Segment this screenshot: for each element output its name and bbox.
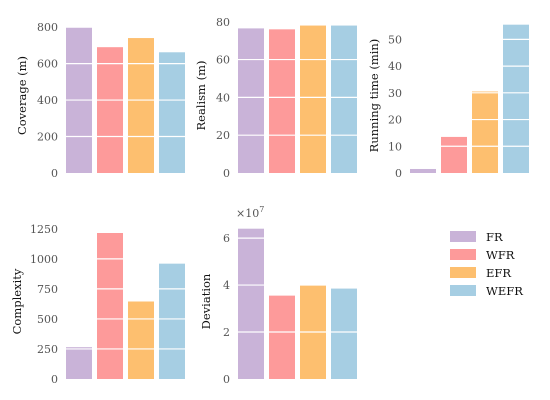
legend-swatch bbox=[450, 249, 476, 260]
y-tick-label: 40 bbox=[216, 91, 230, 104]
legend-label: EFR bbox=[486, 266, 511, 280]
y-axis-label: Running time (min) bbox=[367, 39, 381, 153]
bar-efr bbox=[128, 301, 154, 379]
legend-item-efr: EFR bbox=[450, 266, 511, 280]
y-axis-label: Coverage (m) bbox=[15, 56, 29, 135]
y-tick-label: 4 bbox=[223, 279, 230, 292]
y-axis-label: Realism (m) bbox=[194, 60, 208, 130]
legend-swatch bbox=[450, 267, 476, 278]
axis-multiplier: ×107 bbox=[236, 205, 264, 220]
legend-label: FR bbox=[486, 230, 503, 244]
subplot-5: 0 2 4 6 Deviation ×107 bbox=[199, 205, 359, 386]
y-tick-label: 1250 bbox=[30, 223, 58, 236]
legend-item-fr: FR bbox=[450, 230, 503, 244]
bar-wfr bbox=[269, 29, 295, 174]
bar-efr bbox=[472, 91, 498, 173]
bar-wefr bbox=[159, 52, 185, 174]
bar-wefr bbox=[159, 263, 185, 379]
bar-wfr bbox=[269, 295, 295, 379]
bar-efr bbox=[300, 25, 326, 174]
bar-wefr bbox=[503, 24, 529, 174]
y-tick-label: 60 bbox=[216, 54, 230, 67]
bar-wefr bbox=[331, 288, 357, 379]
legend-item-wfr: WFR bbox=[450, 248, 515, 262]
bar-fr bbox=[410, 168, 436, 173]
subplot-2: 0 20 40 60 80 Realism (m) bbox=[194, 16, 359, 180]
y-tick-label: 0 bbox=[51, 373, 58, 386]
y-tick-label: 500 bbox=[37, 313, 58, 326]
y-tick-label: 250 bbox=[37, 343, 58, 356]
y-tick-label: 400 bbox=[37, 94, 58, 107]
bar-fr bbox=[66, 347, 92, 379]
y-tick-label: 20 bbox=[388, 114, 402, 127]
bar-wfr bbox=[441, 136, 467, 173]
legend: FR WFR EFR WEFR bbox=[450, 230, 523, 298]
y-tick-label: 10 bbox=[388, 140, 402, 153]
legend-swatch bbox=[450, 285, 476, 296]
y-tick-label: 0 bbox=[223, 167, 230, 180]
bar-wfr bbox=[97, 47, 123, 174]
y-tick-label: 2 bbox=[223, 326, 230, 339]
legend-swatch bbox=[450, 231, 476, 242]
bar-wfr bbox=[97, 233, 123, 379]
y-tick-label: 600 bbox=[37, 58, 58, 71]
y-tick-label: 200 bbox=[37, 131, 58, 144]
legend-label: WEFR bbox=[486, 284, 523, 298]
bar-fr bbox=[238, 28, 264, 173]
subplot-1: 0 200 400 600 800 Coverage (m) bbox=[15, 21, 187, 180]
y-tick-label: 80 bbox=[216, 16, 230, 29]
bar-wefr bbox=[331, 25, 357, 174]
legend-label: WFR bbox=[486, 248, 515, 262]
y-tick-label: 0 bbox=[51, 167, 58, 180]
bar-fr bbox=[238, 228, 264, 379]
y-tick-label: 20 bbox=[216, 129, 230, 142]
legend-item-wefr: WEFR bbox=[450, 284, 523, 298]
y-tick-label: 800 bbox=[37, 21, 58, 34]
y-tick-label: 40 bbox=[388, 60, 402, 73]
subplot-4: 0 250 500 750 1000 1250 Complexity bbox=[10, 223, 187, 386]
subplot-3: 0 10 20 30 40 50 Running time (min) bbox=[367, 24, 531, 180]
y-axis-label: Deviation bbox=[199, 273, 213, 329]
y-tick-label: 1000 bbox=[30, 253, 58, 266]
y-tick-label: 50 bbox=[388, 33, 402, 46]
y-tick-label: 6 bbox=[223, 232, 230, 245]
y-tick-label: 750 bbox=[37, 283, 58, 296]
y-tick-label: 30 bbox=[388, 87, 402, 100]
y-tick-label: 0 bbox=[395, 167, 402, 180]
bar-efr bbox=[128, 38, 154, 173]
y-tick-label: 0 bbox=[223, 373, 230, 386]
y-axis-label: Complexity bbox=[10, 268, 24, 334]
